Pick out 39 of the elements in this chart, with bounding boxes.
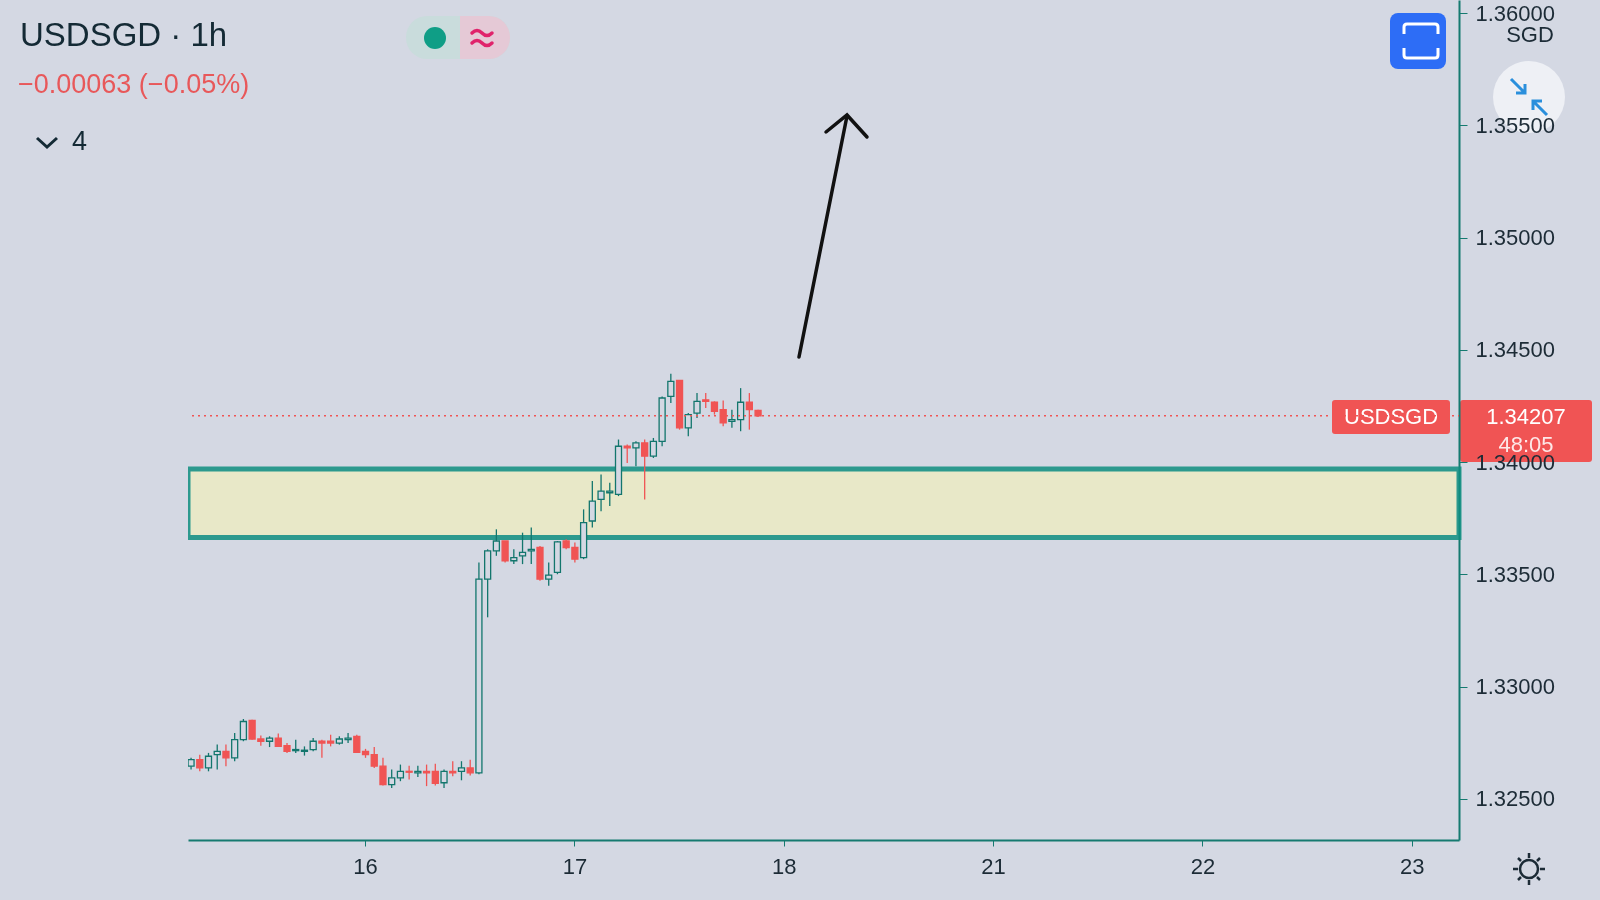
candlestick bbox=[667, 373, 675, 404]
text: 1.34207 bbox=[1485, 404, 1567, 430]
y-tick-label: 1.33500 bbox=[1475, 561, 1556, 587]
x-tick-label: 22 bbox=[1190, 853, 1216, 879]
x-tick-label: 16 bbox=[353, 853, 378, 879]
candlestick bbox=[431, 763, 439, 787]
y-tick-label: 1.35000 bbox=[1475, 225, 1556, 251]
candlestick bbox=[440, 768, 448, 789]
x-tick-label: 23 bbox=[1400, 853, 1425, 879]
candlestick bbox=[684, 412, 692, 437]
x-tick-label: 18 bbox=[772, 853, 797, 879]
candlestick bbox=[353, 734, 361, 754]
y-tick-label: 1.33000 bbox=[1475, 674, 1556, 700]
candlestick bbox=[422, 763, 431, 787]
candlestick bbox=[641, 438, 649, 501]
candlestick bbox=[231, 732, 239, 762]
candlestick bbox=[457, 760, 466, 781]
y-tick-label: 1.35500 bbox=[1475, 112, 1556, 138]
candlestick bbox=[222, 743, 230, 767]
y-tick-label: 1.32500 bbox=[1475, 786, 1556, 812]
text: USDSGD · 1h bbox=[20, 16, 228, 54]
candlestick bbox=[632, 440, 640, 467]
ref-line-label: USDSGD bbox=[1332, 399, 1451, 434]
y-tick-label: 1.34500 bbox=[1475, 337, 1556, 363]
candlestick bbox=[501, 540, 509, 564]
x-tick-label: 21 bbox=[981, 853, 1006, 879]
candlestick bbox=[492, 528, 501, 557]
candlestick bbox=[239, 718, 248, 742]
candlestick bbox=[405, 765, 413, 781]
text: −0.00063 (−0.05%) bbox=[18, 69, 250, 100]
text: 4 bbox=[72, 126, 88, 157]
candlestick bbox=[388, 768, 396, 789]
candlestick bbox=[545, 561, 553, 587]
candlestick bbox=[414, 765, 422, 778]
candlestick bbox=[527, 526, 535, 565]
x-tick-label: 17 bbox=[562, 853, 588, 879]
candlestick bbox=[204, 752, 213, 772]
candlestick bbox=[588, 480, 596, 529]
candlestick bbox=[693, 392, 701, 419]
